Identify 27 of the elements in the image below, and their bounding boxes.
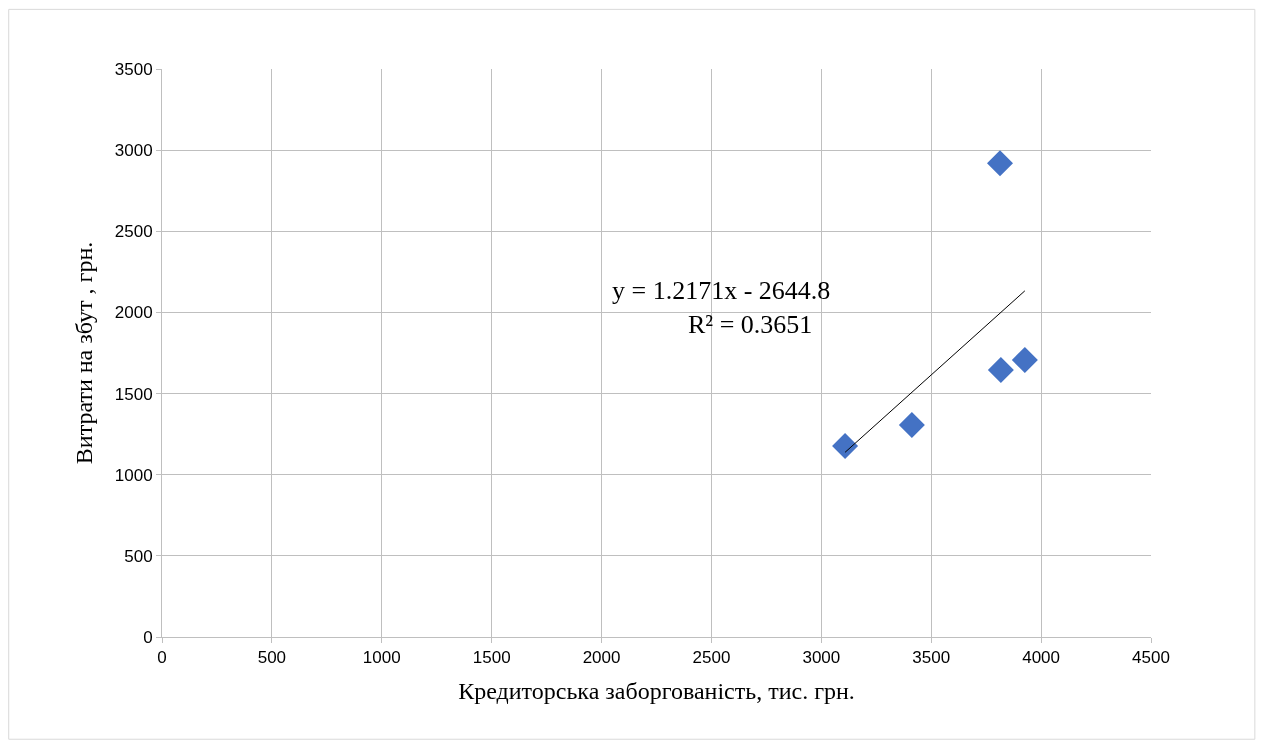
y-tick-label: 0: [143, 627, 153, 647]
y-tick-label: 3000: [114, 141, 153, 161]
x-tick-label: 1000: [362, 648, 401, 668]
x-tick-label: 0: [157, 648, 167, 668]
x-tick-label: 1500: [472, 648, 511, 668]
y-axis-title: Витрати на збут , грн.: [70, 241, 97, 465]
point: [987, 150, 1014, 177]
point: [987, 357, 1014, 384]
x-tick-label: 2000: [582, 648, 621, 668]
y-tick-label: 3500: [114, 59, 153, 79]
x-tick-label: 500: [257, 648, 287, 668]
x-tick-label: 4500: [1132, 648, 1170, 668]
y-tick-label: 1000: [114, 465, 153, 485]
x-tick-label: 3500: [912, 648, 951, 668]
x-tick-label: 3000: [802, 648, 841, 668]
x-tick-label: 4000: [1022, 648, 1061, 668]
x-tick-label: 2500: [692, 648, 731, 668]
annotation: y = 1.2171x - 2644.8: [612, 276, 831, 305]
y-tick-label: 2000: [114, 303, 153, 323]
y-tick-label: 500: [124, 546, 153, 566]
y-tick-label: 1500: [114, 384, 153, 404]
y-tick-label: 2500: [114, 222, 153, 242]
point: [1011, 346, 1038, 373]
annotation: R² = 0.3651: [688, 310, 813, 339]
point: [832, 432, 859, 459]
point: [898, 412, 925, 439]
x-axis-title: Кредиторська заборгованість, тис. грн.: [458, 677, 855, 704]
